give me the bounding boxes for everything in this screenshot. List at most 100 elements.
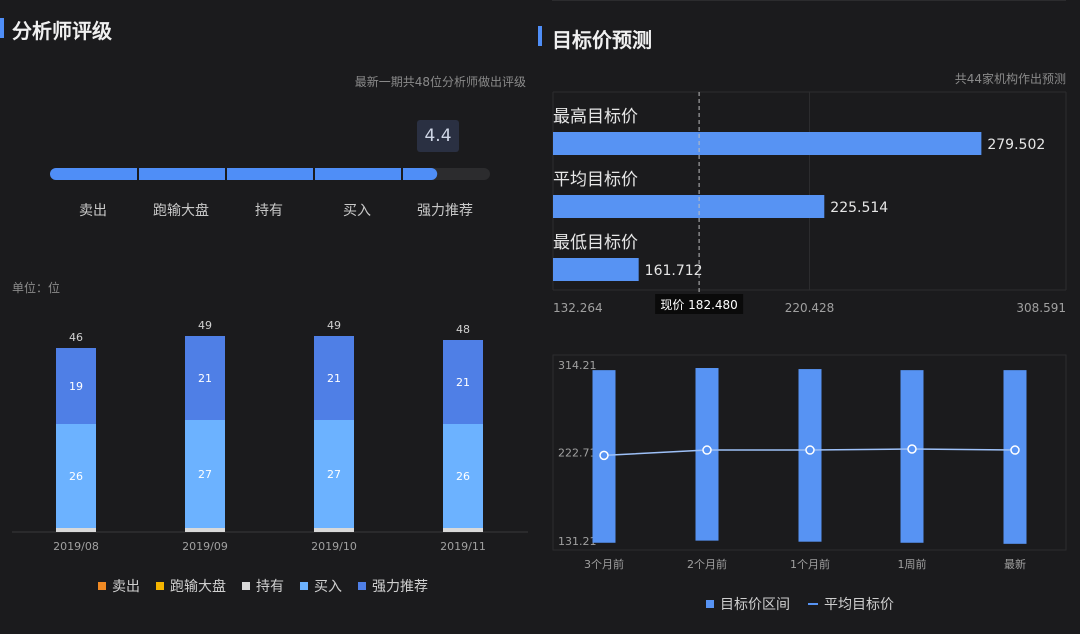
section-accent-bar	[0, 18, 4, 38]
legend-label: 卖出	[112, 579, 140, 595]
average-target-point	[702, 445, 712, 455]
average-target-point	[599, 450, 609, 461]
bar-value-label: 19	[69, 380, 83, 393]
target-range-bar	[798, 369, 822, 542]
rating-score-badge: 4.4	[417, 120, 459, 152]
bar-segment-buy	[185, 420, 225, 528]
legend-swatch-buy	[300, 582, 308, 590]
target-price-bar	[553, 195, 825, 218]
x-tick-label: 2019/10	[311, 540, 357, 553]
bar-category-label: 平均目标价	[553, 170, 638, 190]
legend-swatch-underperform	[156, 582, 164, 590]
x-tick-label: 2个月前	[687, 557, 727, 571]
target-price-bar-chart: 最高目标价 279.502 平均目标价 225.514 最低目标价 161.712 现价 1…	[552, 91, 1067, 315]
average-target-point	[805, 445, 815, 455]
x-tick-label: 3个月前	[584, 557, 624, 571]
rating-scale-bar	[50, 168, 490, 180]
target-subtitle: 共44家机构作出预测	[954, 72, 1066, 86]
bar-total-label: 49	[327, 319, 341, 332]
target-range-bar	[1003, 370, 1027, 544]
legend-label: 平均目标价	[824, 597, 894, 613]
bar-segment-buy	[314, 420, 354, 528]
target-range-chart: 314.21 222.71 131.21 3个月前 2个月前 1个月前 1周前 最新	[552, 354, 1067, 571]
legend-item-strong-buy[interactable]: 强力推荐	[358, 576, 428, 596]
legend-label: 目标价区间	[720, 597, 790, 613]
current-price-tag	[655, 294, 744, 314]
target-title: 目标价预测	[552, 28, 652, 52]
bar-value-label: 21	[456, 376, 470, 389]
rating-legend: 卖出 跑输大盘 持有 买入 强力推荐	[98, 576, 428, 596]
bar-segment-buy	[443, 424, 483, 528]
rating-subtitle: 最新一期共48位分析师做出评级	[354, 75, 526, 89]
scale-fill	[50, 168, 438, 180]
average-target-point	[1010, 445, 1020, 455]
x-tick-label: 2019/11	[440, 540, 486, 553]
scale-label-strong-buy: 强力推荐	[417, 203, 473, 219]
x-tick-label: 308.591	[1016, 301, 1066, 315]
y-tick-label: 222.71	[558, 447, 597, 460]
bar-category-label: 最高目标价	[553, 107, 638, 127]
rating-scale-labels: 卖出 跑输大盘 持有 买入 强力推荐	[48, 200, 492, 222]
bar-total-label: 46	[69, 331, 83, 344]
bar-value-label: 21	[198, 372, 212, 385]
current-price-label: 现价 182.480	[660, 298, 737, 312]
y-tick-label: 314.21	[558, 359, 597, 372]
target-price-bar	[553, 132, 982, 155]
legend-label: 强力推荐	[372, 579, 428, 595]
bar-value-label: 26	[456, 470, 470, 483]
bar-segment-hold	[56, 528, 96, 532]
legend-label: 买入	[314, 579, 342, 595]
x-tick-label: 2019/08	[53, 540, 99, 553]
legend-swatch-sell	[98, 582, 106, 590]
bar-value-label: 279.502	[987, 137, 1045, 153]
scale-label-underperform: 跑输大盘	[153, 203, 209, 219]
bar-value-label: 27	[327, 468, 341, 481]
legend-item-sell[interactable]: 卖出	[98, 576, 140, 596]
x-tick-label: 132.264	[553, 301, 603, 315]
range-legend: 目标价区间 平均目标价	[706, 594, 894, 614]
x-tick-label: 1个月前	[790, 557, 830, 571]
bar-value-label: 26	[69, 470, 83, 483]
bar-segment-strong-buy	[314, 336, 354, 420]
target-price-bar	[553, 258, 639, 281]
x-tick-label: 最新	[1004, 557, 1026, 571]
scale-label-buy: 买入	[343, 203, 371, 219]
legend-swatch-interval	[706, 600, 714, 608]
legend-label: 持有	[256, 579, 284, 595]
bar-value-label: 27	[198, 468, 212, 481]
rating-stacked-bar-chart: 26 19 46 2019/08 27 21 49 2019/09 27 21 49 2019/10 2…	[12, 319, 528, 553]
bar-category-label: 最低目标价	[553, 233, 638, 253]
bar-segment-strong-buy	[56, 348, 96, 424]
rating-title: 分析师评级	[12, 19, 112, 43]
x-tick-label: 220.428	[785, 301, 835, 315]
legend-item-underperform[interactable]: 跑输大盘	[156, 576, 226, 596]
legend-item-interval[interactable]: 目标价区间	[706, 594, 790, 614]
average-target-point	[907, 444, 917, 454]
bar-segment-buy	[56, 424, 96, 528]
x-tick-label: 2019/09	[182, 540, 228, 553]
bar-total-label: 48	[456, 323, 470, 336]
bar-segment-hold	[443, 528, 483, 532]
legend-item-buy[interactable]: 买入	[300, 576, 342, 596]
legend-item-average[interactable]: 平均目标价	[808, 594, 894, 614]
legend-swatch-hold	[242, 582, 250, 590]
bar-value-label: 161.712	[645, 263, 703, 279]
bar-segment-hold	[314, 528, 354, 532]
bar-value-label: 225.514	[830, 200, 888, 216]
legend-line-average	[808, 603, 818, 605]
target-range-bar	[900, 370, 924, 543]
legend-label: 跑输大盘	[170, 579, 226, 595]
plot-frame	[552, 354, 1067, 551]
section-accent-bar	[538, 26, 542, 46]
bar-segment-strong-buy	[443, 340, 483, 424]
scale-label-sell: 卖出	[79, 203, 107, 219]
y-tick-label: 131.21	[558, 535, 597, 548]
scale-label-hold: 持有	[255, 203, 283, 219]
legend-swatch-strong-buy	[358, 582, 366, 590]
unit-label: 单位：位	[12, 281, 61, 295]
bar-segment-strong-buy	[185, 336, 225, 420]
x-tick-label: 1周前	[898, 557, 927, 571]
top-divider	[552, 0, 1066, 1]
legend-item-hold[interactable]: 持有	[242, 576, 284, 596]
bar-segment-hold	[185, 528, 225, 532]
